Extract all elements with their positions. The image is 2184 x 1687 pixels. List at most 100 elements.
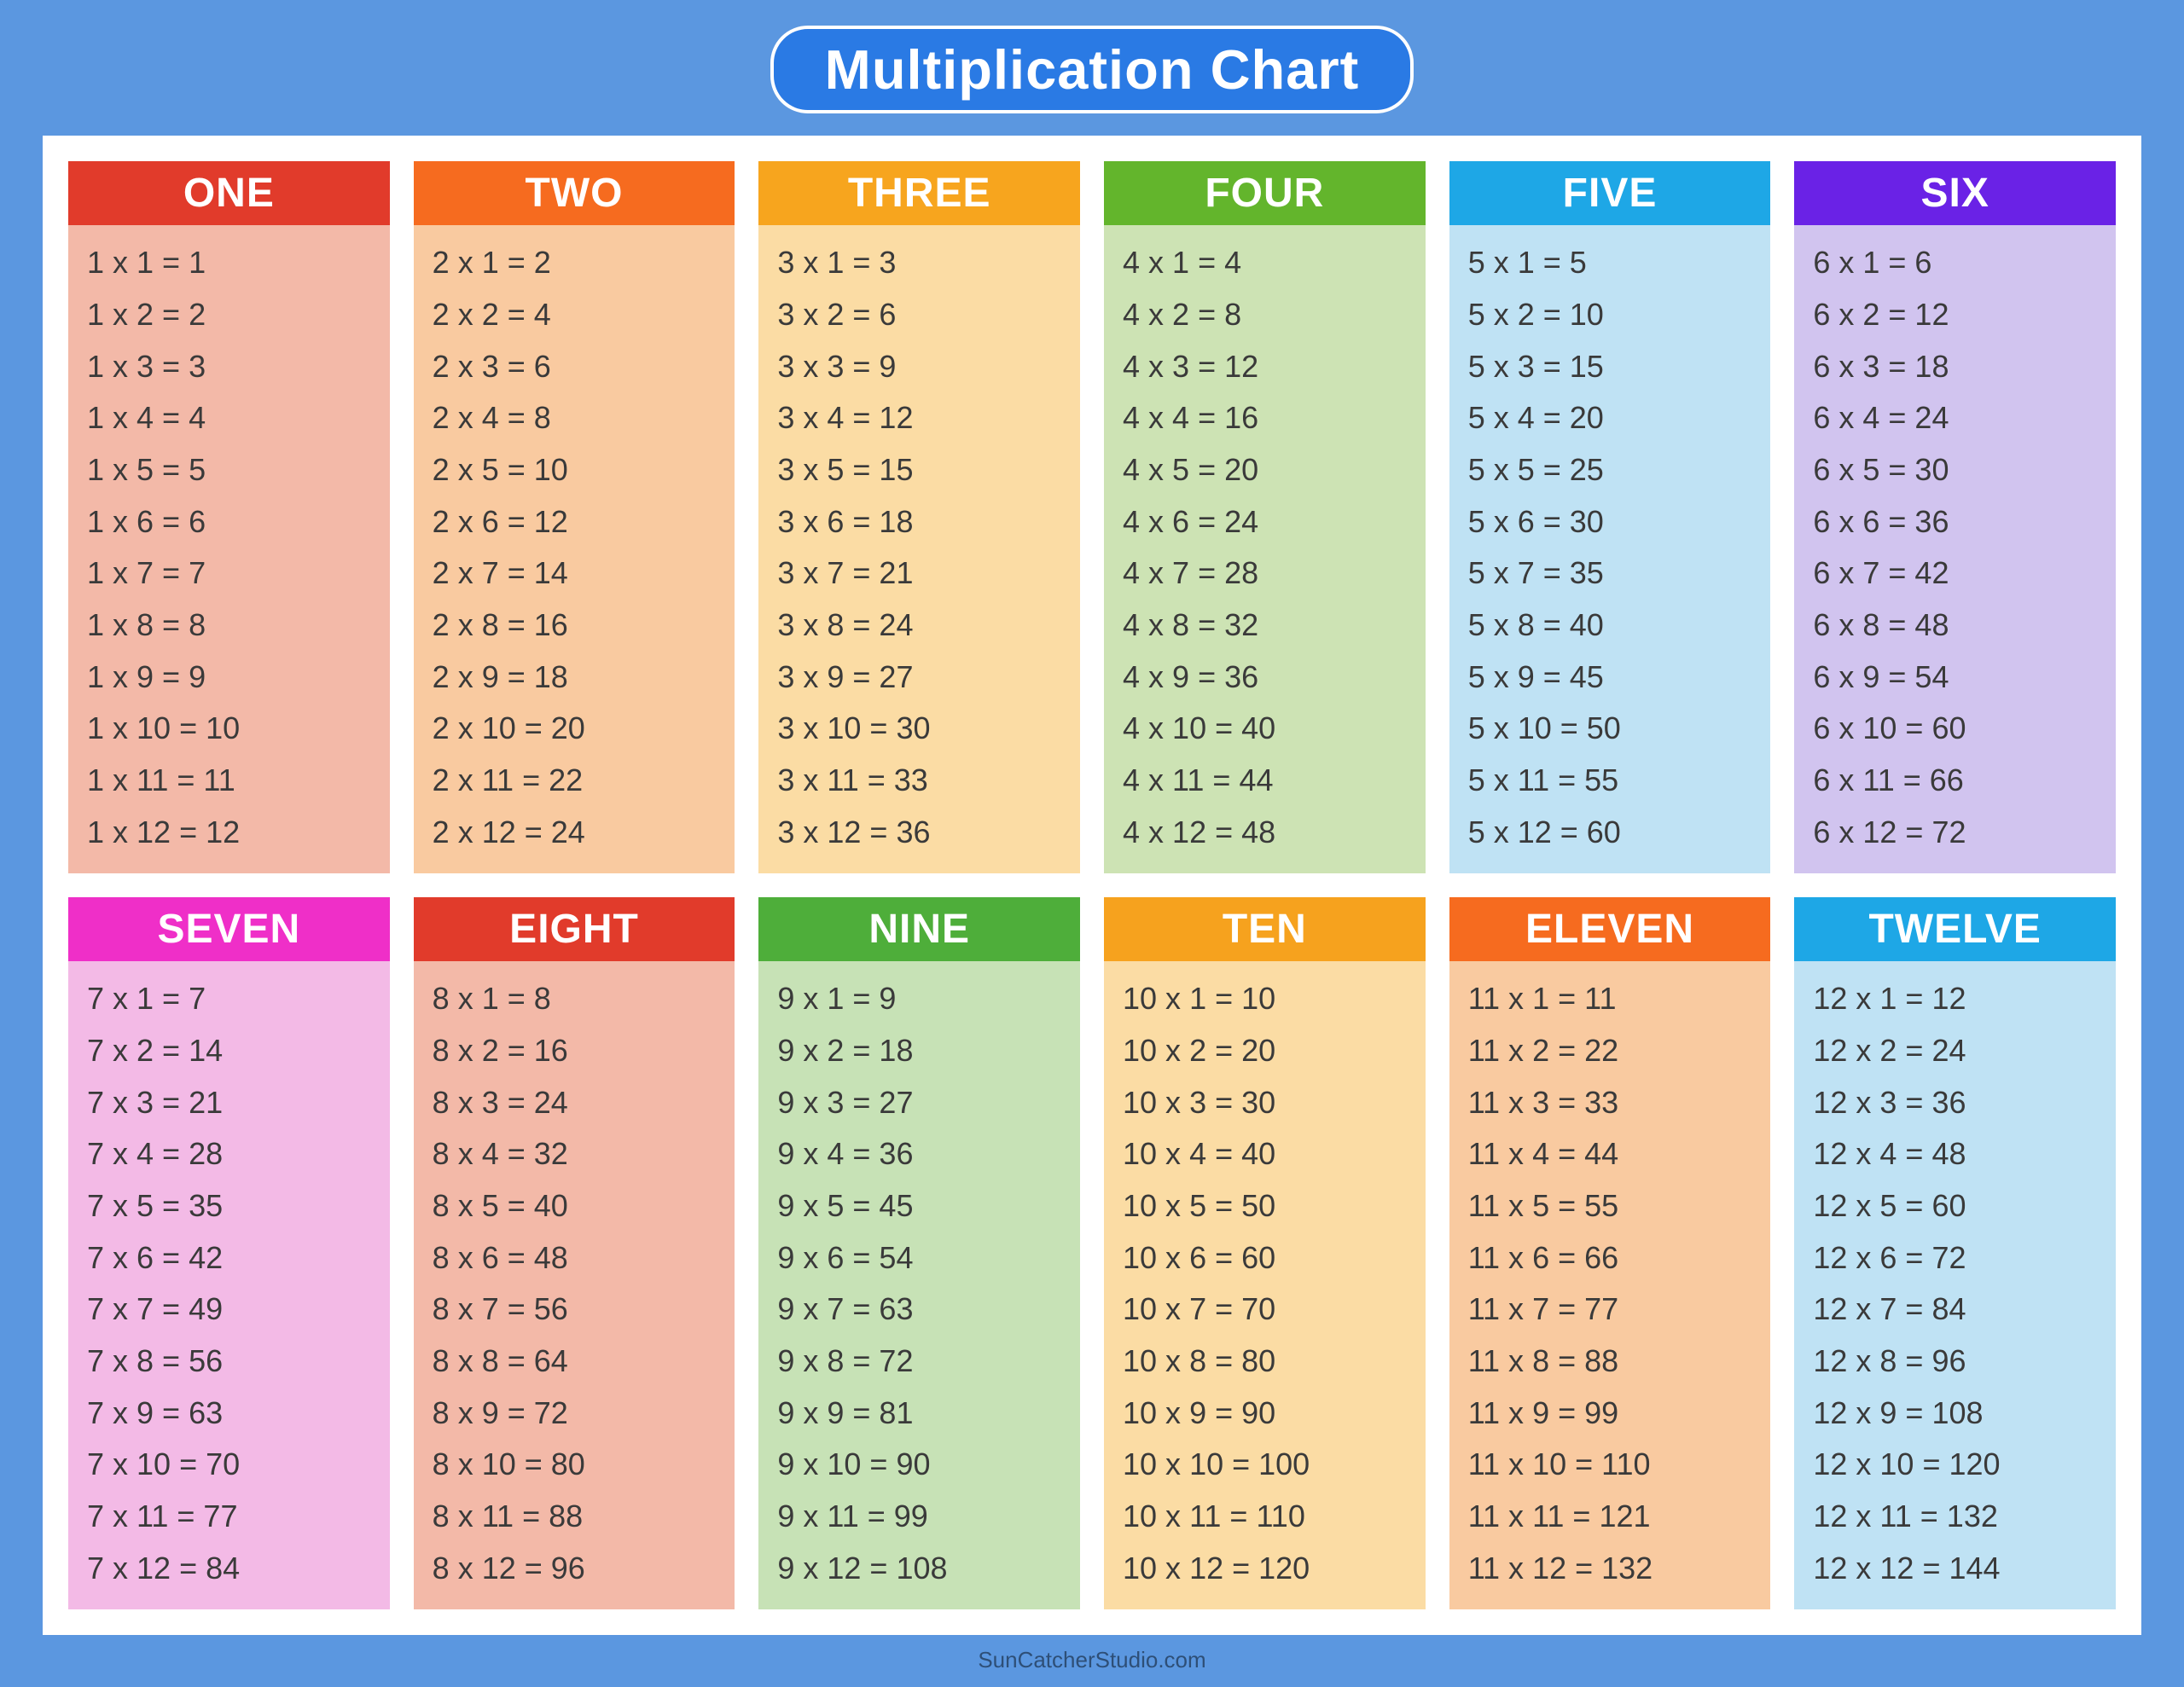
equation: 12 x 12 = 144 [1813, 1551, 2100, 1586]
equation: 1 x 7 = 7 [87, 555, 375, 591]
equation: 4 x 8 = 32 [1123, 607, 1410, 643]
equation: 7 x 11 = 77 [87, 1499, 375, 1534]
equation: 10 x 10 = 100 [1123, 1446, 1410, 1482]
equation: 11 x 10 = 110 [1468, 1446, 1756, 1482]
equation: 4 x 9 = 36 [1123, 659, 1410, 695]
equation: 9 x 10 = 90 [777, 1446, 1065, 1482]
equation: 1 x 10 = 10 [87, 710, 375, 746]
equation: 2 x 2 = 4 [433, 297, 720, 333]
equation: 4 x 10 = 40 [1123, 710, 1410, 746]
equation: 9 x 3 = 27 [777, 1085, 1065, 1121]
equation: 12 x 3 = 36 [1813, 1085, 2100, 1121]
times-table-1: ONE1 x 1 = 11 x 2 = 21 x 3 = 31 x 4 = 41… [68, 161, 390, 873]
equation: 4 x 2 = 8 [1123, 297, 1410, 333]
equation: 9 x 5 = 45 [777, 1188, 1065, 1224]
equation: 7 x 9 = 63 [87, 1395, 375, 1431]
equation: 2 x 9 = 18 [433, 659, 720, 695]
equation: 11 x 1 = 11 [1468, 981, 1756, 1017]
equation: 9 x 6 = 54 [777, 1240, 1065, 1276]
equation: 5 x 6 = 30 [1468, 504, 1756, 540]
equation: 11 x 6 = 66 [1468, 1240, 1756, 1276]
equation: 2 x 3 = 6 [433, 349, 720, 385]
table-body: 10 x 1 = 1010 x 2 = 2010 x 3 = 3010 x 4 … [1104, 961, 1426, 1609]
equation: 3 x 3 = 9 [777, 349, 1065, 385]
equation: 11 x 2 = 22 [1468, 1033, 1756, 1069]
equation: 12 x 2 = 24 [1813, 1033, 2100, 1069]
equation: 3 x 10 = 30 [777, 710, 1065, 746]
table-header: ONE [68, 161, 390, 225]
equation: 4 x 1 = 4 [1123, 245, 1410, 281]
equation: 6 x 6 = 36 [1813, 504, 2100, 540]
equation: 8 x 11 = 88 [433, 1499, 720, 1534]
equation: 7 x 8 = 56 [87, 1343, 375, 1379]
equation: 11 x 3 = 33 [1468, 1085, 1756, 1121]
equation: 10 x 1 = 10 [1123, 981, 1410, 1017]
equation: 10 x 8 = 80 [1123, 1343, 1410, 1379]
equation: 6 x 9 = 54 [1813, 659, 2100, 695]
equation: 2 x 6 = 12 [433, 504, 720, 540]
equation: 4 x 11 = 44 [1123, 762, 1410, 798]
equation: 4 x 5 = 20 [1123, 452, 1410, 488]
equation: 2 x 4 = 8 [433, 400, 720, 436]
times-table-3: THREE3 x 1 = 33 x 2 = 63 x 3 = 93 x 4 = … [758, 161, 1080, 873]
table-body: 12 x 1 = 12 12 x 2 = 24 12 x 3 = 36 12 x 4 … [1794, 961, 2116, 1609]
equation: 12 x 1 = 12 [1813, 981, 2100, 1017]
equation: 12 x 4 = 48 [1813, 1136, 2100, 1172]
equation: 8 x 8 = 64 [433, 1343, 720, 1379]
equation: 7 x 1 = 7 [87, 981, 375, 1017]
equation: 3 x 11 = 33 [777, 762, 1065, 798]
equation: 6 x 3 = 18 [1813, 349, 2100, 385]
table-header: SIX [1794, 161, 2116, 225]
equation: 5 x 5 = 25 [1468, 452, 1756, 488]
table-body: 8 x 1 = 88 x 2 = 168 x 3 = 248 x 4 = 328… [414, 961, 735, 1609]
equation: 1 x 3 = 3 [87, 349, 375, 385]
equation: 12 x 9 = 108 [1813, 1395, 2100, 1431]
table-header: TEN [1104, 897, 1426, 961]
equation: 9 x 8 = 72 [777, 1343, 1065, 1379]
chart-title: Multiplication Chart [770, 26, 1414, 113]
equation: 7 x 6 = 42 [87, 1240, 375, 1276]
equation: 1 x 8 = 8 [87, 607, 375, 643]
equation: 11 x 8 = 88 [1468, 1343, 1756, 1379]
equation: 10 x 5 = 50 [1123, 1188, 1410, 1224]
table-header: EIGHT [414, 897, 735, 961]
times-table-7: SEVEN7 x 1 = 77 x 2 = 147 x 3 = 217 x 4 … [68, 897, 390, 1609]
equation: 5 x 3 = 15 [1468, 349, 1756, 385]
equation: 4 x 3 = 12 [1123, 349, 1410, 385]
equation: 3 x 2 = 6 [777, 297, 1065, 333]
times-table-10: TEN10 x 1 = 1010 x 2 = 2010 x 3 = 3010 x… [1104, 897, 1426, 1609]
table-header: ELEVEN [1449, 897, 1771, 961]
table-header: FIVE [1449, 161, 1771, 225]
equation: 7 x 4 = 28 [87, 1136, 375, 1172]
table-header: TWO [414, 161, 735, 225]
equation: 8 x 12 = 96 [433, 1551, 720, 1586]
equation: 9 x 2 = 18 [777, 1033, 1065, 1069]
equation: 5 x 12 = 60 [1468, 815, 1756, 850]
equation: 9 x 7 = 63 [777, 1291, 1065, 1327]
equation: 11 x 9 = 99 [1468, 1395, 1756, 1431]
times-table-8: EIGHT8 x 1 = 88 x 2 = 168 x 3 = 248 x 4 … [414, 897, 735, 1609]
equation: 3 x 8 = 24 [777, 607, 1065, 643]
equation: 10 x 7 = 70 [1123, 1291, 1410, 1327]
equation: 7 x 7 = 49 [87, 1291, 375, 1327]
equation: 9 x 4 = 36 [777, 1136, 1065, 1172]
table-header: TWELVE [1794, 897, 2116, 961]
equation: 1 x 11 = 11 [87, 762, 375, 798]
equation: 7 x 3 = 21 [87, 1085, 375, 1121]
table-body: 2 x 1 = 22 x 2 = 42 x 3 = 62 x 4 = 82 x … [414, 225, 735, 873]
times-table-4: FOUR4 x 1 = 44 x 2 = 84 x 3 = 124 x 4 = … [1104, 161, 1426, 873]
equation: 11 x 12 = 132 [1468, 1551, 1756, 1586]
equation: 5 x 9 = 45 [1468, 659, 1756, 695]
equation: 10 x 9 = 90 [1123, 1395, 1410, 1431]
equation: 7 x 2 = 14 [87, 1033, 375, 1069]
equation: 9 x 9 = 81 [777, 1395, 1065, 1431]
table-body: 3 x 1 = 33 x 2 = 63 x 3 = 93 x 4 = 123 x… [758, 225, 1080, 873]
equation: 9 x 11 = 99 [777, 1499, 1065, 1534]
equation: 8 x 9 = 72 [433, 1395, 720, 1431]
equation: 1 x 1 = 1 [87, 245, 375, 281]
table-body: 6 x 1 = 66 x 2 = 126 x 3 = 186 x 4 = 246… [1794, 225, 2116, 873]
table-body: 9 x 1 = 99 x 2 = 189 x 3 = 279 x 4 = 369… [758, 961, 1080, 1609]
equation: 2 x 11 = 22 [433, 762, 720, 798]
equation: 1 x 9 = 9 [87, 659, 375, 695]
equation: 1 x 4 = 4 [87, 400, 375, 436]
